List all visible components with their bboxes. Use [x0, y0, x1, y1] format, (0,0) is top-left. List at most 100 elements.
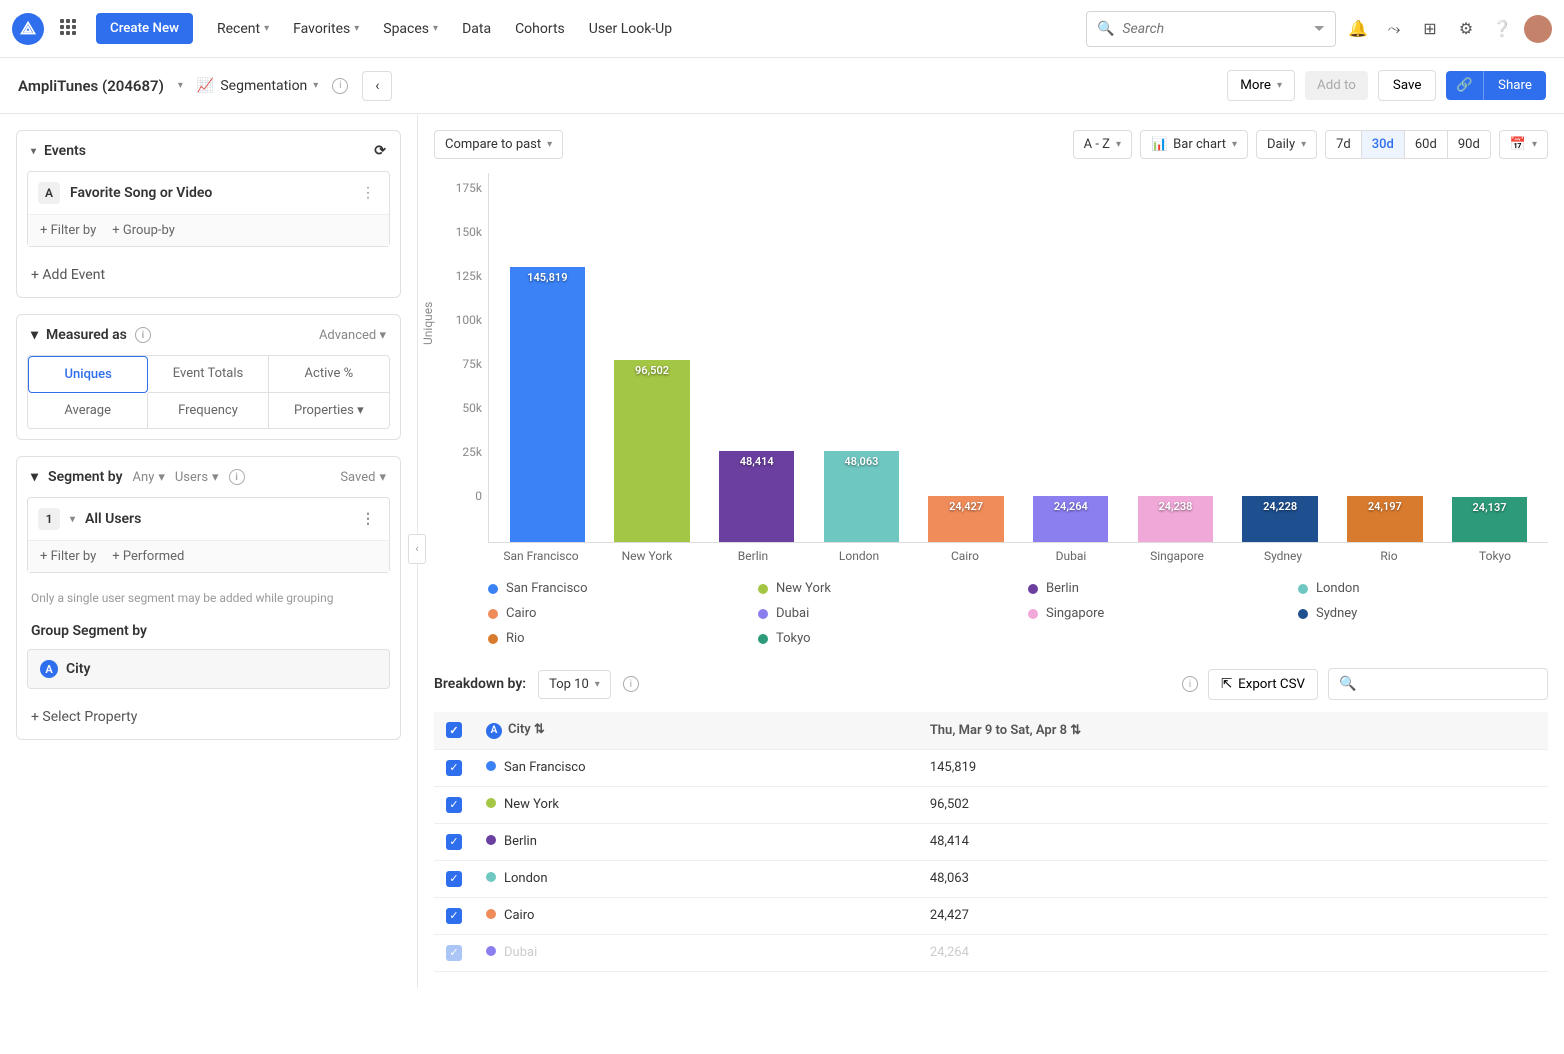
table-row[interactable]: ✓Dubai24,264: [434, 934, 1548, 971]
measure-active-pct[interactable]: Active %: [269, 356, 389, 393]
chart-bar[interactable]: 24,427: [928, 496, 1003, 542]
filter-by-link[interactable]: + Filter by: [40, 223, 96, 238]
mode-selector[interactable]: 📈 Segmentation ▾: [197, 78, 318, 94]
more-dots-icon[interactable]: ⋮: [357, 511, 379, 527]
chevron-down-icon[interactable]: ▾: [31, 469, 38, 485]
saved-dropdown[interactable]: Saved ▾: [340, 470, 386, 485]
save-button[interactable]: Save: [1378, 70, 1437, 101]
top-n-dropdown[interactable]: Top 10▾: [538, 670, 611, 699]
global-search[interactable]: 🔍 ⏷: [1086, 11, 1336, 47]
copy-link-button[interactable]: 🔗: [1446, 71, 1484, 100]
select-property-link[interactable]: + Select Property: [17, 699, 400, 739]
row-checkbox[interactable]: ✓: [446, 945, 462, 961]
project-title[interactable]: AmpliTunes (204687): [18, 77, 164, 95]
nav-spaces[interactable]: Spaces▾: [383, 21, 438, 37]
group-by-link[interactable]: + Group-by: [112, 223, 175, 238]
interval-dropdown[interactable]: Daily▾: [1256, 130, 1317, 159]
all-users-label[interactable]: All Users: [85, 511, 141, 527]
nav-cohorts[interactable]: Cohorts: [515, 21, 565, 37]
table-row[interactable]: ✓San Francisco145,819: [434, 749, 1548, 786]
chart-bar[interactable]: 24,197: [1347, 496, 1422, 542]
nav-recent[interactable]: Recent▾: [217, 21, 269, 37]
search-input[interactable]: [1122, 21, 1305, 37]
measure-frequency[interactable]: Frequency: [148, 393, 268, 428]
nav-data[interactable]: Data: [462, 21, 491, 37]
chart-bar[interactable]: 24,228: [1242, 496, 1317, 542]
calendar-dropdown[interactable]: 📅▾: [1499, 130, 1548, 159]
activity-icon[interactable]: ⟳: [374, 143, 386, 159]
export-csv-button[interactable]: ⇱Export CSV: [1208, 669, 1318, 700]
bell-icon[interactable]: 🔔: [1344, 15, 1372, 43]
path-icon[interactable]: ⤳: [1380, 15, 1408, 43]
range-90d[interactable]: 90d: [1448, 131, 1490, 158]
table-row[interactable]: ✓Berlin48,414: [434, 823, 1548, 860]
legend-item[interactable]: London: [1298, 581, 1548, 596]
seg-filter-by-link[interactable]: + Filter by: [40, 549, 96, 564]
info-icon[interactable]: i: [135, 327, 151, 343]
city-chip[interactable]: A City: [27, 649, 390, 689]
nav-favorites[interactable]: Favorites▾: [293, 21, 359, 37]
chevron-down-icon[interactable]: ▾: [70, 514, 75, 525]
chart-type-dropdown[interactable]: 📊Bar chart▾: [1140, 130, 1248, 159]
grid-icon[interactable]: ⊞: [1416, 15, 1444, 43]
table-search[interactable]: 🔍: [1328, 668, 1548, 700]
legend-item[interactable]: Rio: [488, 631, 738, 646]
chevron-down-icon[interactable]: ▾: [31, 327, 38, 343]
logo-icon[interactable]: ⟁: [12, 13, 44, 45]
create-new-button[interactable]: Create New: [96, 13, 193, 44]
row-checkbox[interactable]: ✓: [446, 797, 462, 813]
legend-item[interactable]: Tokyo: [758, 631, 1008, 646]
add-event-link[interactable]: + Add Event: [17, 257, 400, 297]
chart-bar[interactable]: 24,238: [1138, 496, 1213, 542]
measure-uniques[interactable]: Uniques: [28, 356, 148, 393]
help-icon[interactable]: ❔: [1488, 15, 1516, 43]
measure-event-totals[interactable]: Event Totals: [148, 356, 268, 393]
table-row[interactable]: ✓New York96,502: [434, 786, 1548, 823]
share-button[interactable]: Share: [1484, 71, 1546, 100]
chart-bar[interactable]: 48,063: [824, 451, 899, 542]
avatar[interactable]: [1524, 15, 1552, 43]
apps-grid-icon[interactable]: [60, 19, 80, 39]
chart-bar[interactable]: 48,414: [719, 451, 794, 542]
legend-item[interactable]: Singapore: [1028, 606, 1278, 621]
any-dropdown[interactable]: Any ▾: [133, 470, 165, 485]
row-checkbox[interactable]: ✓: [446, 908, 462, 924]
range-60d[interactable]: 60d: [1405, 131, 1448, 158]
legend-item[interactable]: Cairo: [488, 606, 738, 621]
chart-bar[interactable]: 24,264: [1033, 496, 1108, 542]
table-row[interactable]: ✓Cairo24,427: [434, 897, 1548, 934]
chart-bar[interactable]: 96,502: [614, 360, 689, 542]
chevron-down-icon[interactable]: ▾: [31, 146, 36, 157]
measure-average[interactable]: Average: [28, 393, 148, 428]
compare-dropdown[interactable]: Compare to past▾: [434, 130, 563, 159]
row-checkbox[interactable]: ✓: [446, 760, 462, 776]
table-row[interactable]: ✓London48,063: [434, 860, 1548, 897]
info-icon[interactable]: i: [623, 676, 639, 692]
users-dropdown[interactable]: Users ▾: [175, 470, 219, 485]
date-column[interactable]: Thu, Mar 9 to Sat, Apr 8 ⇅: [918, 712, 1548, 749]
more-dots-icon[interactable]: ⋮: [357, 185, 379, 201]
collapse-sidebar-button[interactable]: ‹: [362, 71, 392, 101]
legend-item[interactable]: New York: [758, 581, 1008, 596]
event-name[interactable]: Favorite Song or Video: [70, 185, 347, 201]
row-checkbox[interactable]: ✓: [446, 871, 462, 887]
city-column[interactable]: ACity ⇅: [474, 712, 918, 749]
measure-properties[interactable]: Properties ▾: [269, 393, 389, 428]
info-icon[interactable]: i: [229, 469, 245, 485]
legend-item[interactable]: Sydney: [1298, 606, 1548, 621]
sort-dropdown[interactable]: A - Z▾: [1073, 130, 1132, 159]
legend-item[interactable]: Berlin: [1028, 581, 1278, 596]
select-all-checkbox[interactable]: ✓: [446, 722, 462, 738]
chart-bar[interactable]: 24,137: [1452, 497, 1527, 543]
advanced-link[interactable]: Advanced ▾: [319, 328, 386, 343]
filter-icon[interactable]: ⏷: [1314, 21, 1325, 37]
content-collapse-button[interactable]: ‹: [408, 534, 426, 564]
range-30d[interactable]: 30d: [1362, 131, 1405, 158]
info-icon[interactable]: i: [1182, 676, 1198, 692]
row-checkbox[interactable]: ✓: [446, 834, 462, 850]
legend-item[interactable]: San Francisco: [488, 581, 738, 596]
legend-item[interactable]: Dubai: [758, 606, 1008, 621]
gear-icon[interactable]: ⚙: [1452, 15, 1480, 43]
seg-performed-link[interactable]: + Performed: [112, 549, 184, 564]
chart-bar[interactable]: 145,819: [510, 267, 585, 542]
